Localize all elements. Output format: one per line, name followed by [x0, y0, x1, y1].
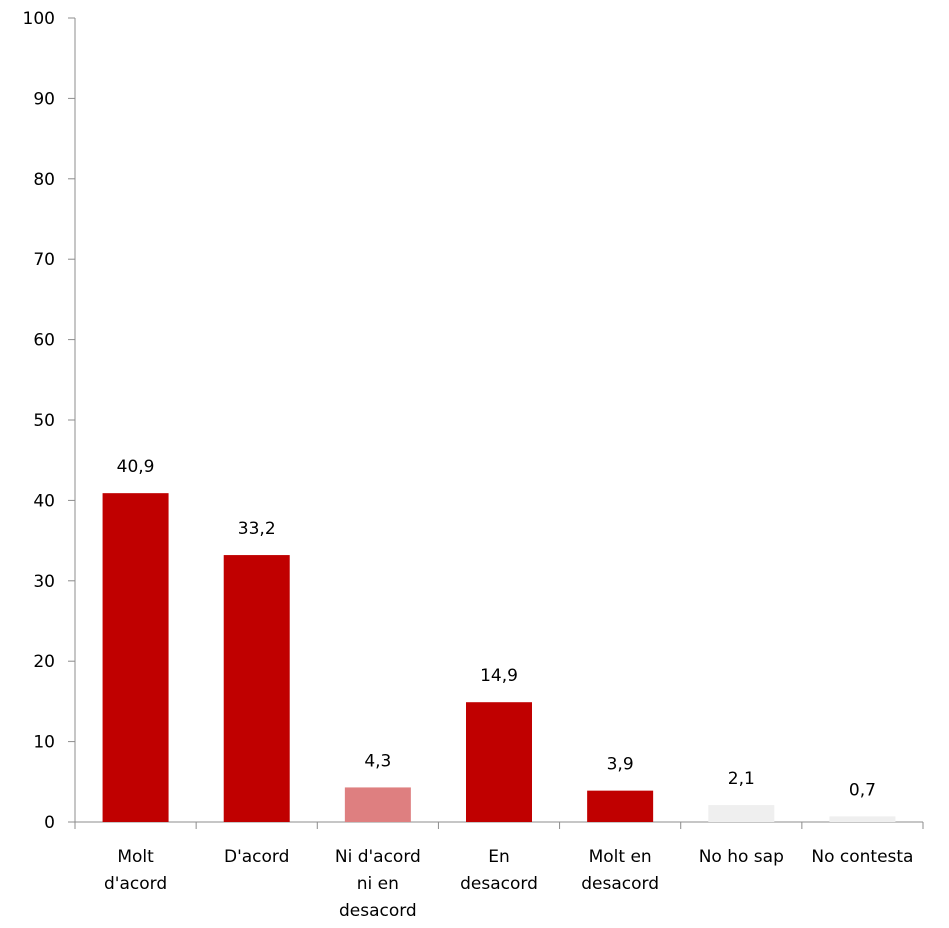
data-label: 33,2 — [238, 519, 276, 539]
data-label: 40,9 — [117, 457, 155, 477]
y-tick-label: 40 — [33, 491, 55, 511]
bar — [829, 816, 896, 822]
category-label: Molt en desacord — [581, 847, 659, 894]
y-tick-label: 30 — [33, 572, 55, 592]
data-label: 0,7 — [849, 780, 876, 800]
y-tick-label: 80 — [33, 170, 55, 190]
data-label: 14,9 — [480, 666, 518, 686]
category-label: No contesta — [811, 847, 913, 867]
data-label: 4,3 — [364, 751, 391, 771]
y-tick-label: 90 — [33, 89, 55, 109]
y-tick-label: 0 — [44, 813, 55, 833]
category-label: D'acord — [224, 847, 289, 867]
bar — [466, 702, 532, 822]
y-tick-label: 50 — [33, 411, 55, 431]
category-label: No ho sap — [699, 847, 784, 867]
bar — [223, 555, 290, 822]
y-tick-label: 60 — [33, 331, 55, 351]
bar — [344, 787, 411, 822]
y-tick-label: 20 — [33, 652, 55, 672]
y-tick-label: 70 — [33, 250, 55, 270]
category-label: Ni d'acord ni en desacord — [335, 847, 421, 921]
data-label: 2,1 — [728, 769, 755, 789]
y-tick-label: 100 — [23, 9, 55, 29]
bar — [587, 790, 654, 822]
data-label: 3,9 — [607, 755, 634, 775]
y-tick-label: 10 — [33, 733, 55, 753]
category-label: En desacord — [460, 847, 538, 894]
category-label: Molt d'acord — [104, 847, 167, 894]
bar — [102, 493, 169, 822]
bar — [708, 805, 775, 822]
